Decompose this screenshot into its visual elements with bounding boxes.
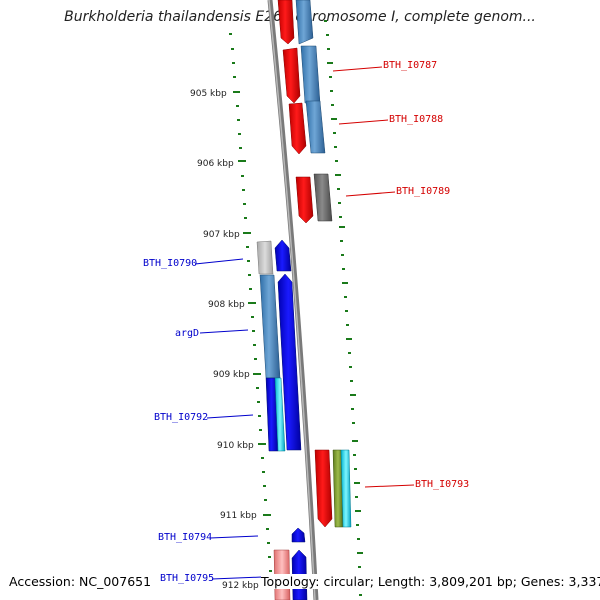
gene-label-bth-i0792[interactable]: BTH_I0792 bbox=[154, 412, 208, 423]
chromosome-backbone bbox=[267, 0, 319, 600]
gene-bth-i0793[interactable] bbox=[314, 449, 352, 528]
accession-text: Accession: NC_007651 bbox=[9, 574, 152, 589]
tick-ruler-inner bbox=[229, 33, 276, 586]
gene-label-argd[interactable]: argD bbox=[175, 328, 199, 339]
gene-label-bth-i0795[interactable]: BTH_I0795 bbox=[160, 573, 214, 584]
tick-label: 905 kbp bbox=[190, 89, 227, 99]
gene-label-bth-i0794[interactable]: BTH_I0794 bbox=[158, 532, 212, 543]
gene-bth-i0789[interactable] bbox=[295, 173, 333, 224]
gene-label-bth-i0787[interactable]: BTH_I0787 bbox=[383, 60, 437, 71]
tick-label: 912 kbp bbox=[222, 581, 259, 591]
gene-label-bth-i0793[interactable]: BTH_I0793 bbox=[415, 479, 469, 490]
tick-label: 908 kbp bbox=[208, 300, 245, 310]
gene-bth-i0794[interactable] bbox=[291, 527, 306, 543]
gene-bth-i0790[interactable] bbox=[256, 239, 292, 275]
tick-label: 910 kbp bbox=[217, 441, 254, 451]
leader-lines-forward bbox=[332, 66, 415, 488]
gene-bth-i0786[interactable] bbox=[277, 0, 314, 45]
gene-label-bth-i0789[interactable]: BTH_I0789 bbox=[396, 186, 450, 197]
tick-label: 906 kbp bbox=[197, 159, 234, 169]
topology-text: Topology: circular; Length: 3,809,201 bp… bbox=[261, 574, 600, 589]
tick-label: 907 kbp bbox=[203, 230, 240, 240]
gene-bth-i0788[interactable] bbox=[288, 100, 326, 155]
gene-label-bth-i0788[interactable]: BTH_I0788 bbox=[389, 114, 443, 125]
leader-lines-reverse bbox=[194, 258, 263, 580]
tick-label: 911 kbp bbox=[220, 511, 257, 521]
map-footer: Accession: NC_007651 Topology: circular;… bbox=[9, 574, 600, 589]
chromosome-backbone-highlight bbox=[268, 0, 316, 600]
gene-bth-i0787[interactable] bbox=[282, 45, 321, 104]
gene-label-bth-i0790[interactable]: BTH_I0790 bbox=[143, 258, 197, 269]
gene-bth-i0792[interactable] bbox=[265, 377, 286, 452]
tick-label: 909 kbp bbox=[213, 370, 250, 380]
